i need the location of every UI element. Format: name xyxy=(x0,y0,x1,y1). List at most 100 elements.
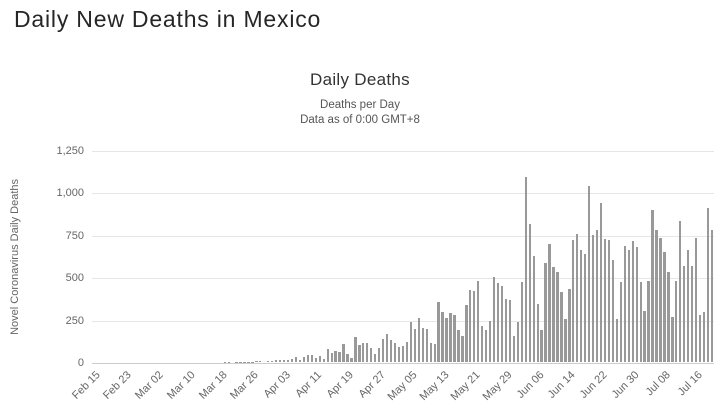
bar[interactable] xyxy=(473,290,476,362)
bar[interactable] xyxy=(267,360,270,362)
bar[interactable] xyxy=(627,250,630,362)
bar[interactable] xyxy=(599,203,603,362)
bar[interactable] xyxy=(290,359,294,362)
bar[interactable] xyxy=(437,302,440,362)
bar[interactable] xyxy=(457,329,460,362)
bar[interactable] xyxy=(663,252,666,362)
bar[interactable] xyxy=(425,329,428,362)
bar[interactable] xyxy=(710,229,714,362)
bar[interactable] xyxy=(552,267,555,362)
bar[interactable] xyxy=(595,229,599,362)
bar[interactable] xyxy=(346,353,349,362)
bar[interactable] xyxy=(683,266,686,362)
bar[interactable] xyxy=(702,312,706,362)
bar[interactable] xyxy=(671,317,674,362)
bar[interactable] xyxy=(413,328,416,362)
bar[interactable] xyxy=(615,318,619,362)
bar[interactable] xyxy=(659,238,662,362)
bar[interactable] xyxy=(619,282,622,362)
bar[interactable] xyxy=(306,355,310,362)
bar[interactable] xyxy=(564,318,567,362)
bar[interactable] xyxy=(655,230,658,362)
bar[interactable] xyxy=(544,262,547,362)
bar[interactable] xyxy=(568,288,571,362)
bar[interactable] xyxy=(572,240,575,362)
bar[interactable] xyxy=(639,282,642,362)
bar[interactable] xyxy=(516,321,519,362)
bar[interactable] xyxy=(279,359,282,362)
bar[interactable] xyxy=(580,250,583,362)
bar[interactable] xyxy=(508,300,512,362)
bar[interactable] xyxy=(382,339,385,362)
bar[interactable] xyxy=(310,355,313,362)
bar[interactable] xyxy=(322,358,325,362)
bar[interactable] xyxy=(528,223,531,362)
bar[interactable] xyxy=(631,241,634,362)
bar[interactable] xyxy=(449,312,452,362)
bar[interactable] xyxy=(417,318,420,362)
bar[interactable] xyxy=(374,353,377,362)
bar[interactable] xyxy=(385,334,389,362)
bar[interactable] xyxy=(584,253,587,362)
bar[interactable] xyxy=(397,346,401,362)
bar[interactable] xyxy=(370,347,373,362)
bar[interactable] xyxy=(294,356,298,362)
bar[interactable] xyxy=(326,349,329,362)
bar[interactable] xyxy=(298,359,302,362)
bar[interactable] xyxy=(314,357,317,362)
bar[interactable] xyxy=(706,208,710,362)
bar[interactable] xyxy=(588,186,591,362)
bar[interactable] xyxy=(433,343,436,362)
bar[interactable] xyxy=(675,280,678,362)
bar[interactable] xyxy=(393,342,397,362)
bar[interactable] xyxy=(275,360,278,362)
bar[interactable] xyxy=(496,283,500,362)
bar[interactable] xyxy=(623,245,626,362)
bar[interactable] xyxy=(611,260,615,362)
bar[interactable] xyxy=(389,340,393,362)
bar[interactable] xyxy=(500,286,504,362)
bar[interactable] xyxy=(607,240,611,362)
bar[interactable] xyxy=(485,329,488,362)
bar[interactable] xyxy=(698,314,702,362)
bar[interactable] xyxy=(271,360,274,362)
bar[interactable] xyxy=(286,359,290,362)
bar[interactable] xyxy=(378,347,381,362)
bar[interactable] xyxy=(421,328,424,362)
bar[interactable] xyxy=(362,342,365,362)
bar[interactable] xyxy=(532,256,535,362)
bar[interactable] xyxy=(302,357,306,362)
bar[interactable] xyxy=(405,342,409,362)
bar[interactable] xyxy=(540,330,543,362)
bar[interactable] xyxy=(603,238,607,362)
bar[interactable] xyxy=(461,335,464,362)
bar[interactable] xyxy=(481,325,484,362)
bar[interactable] xyxy=(520,282,523,362)
bar[interactable] xyxy=(679,221,682,362)
bar[interactable] xyxy=(687,250,690,362)
bar[interactable] xyxy=(441,312,444,362)
bar[interactable] xyxy=(465,305,468,362)
bar[interactable] xyxy=(694,238,698,362)
bar[interactable] xyxy=(504,299,508,362)
bar[interactable] xyxy=(409,321,413,362)
bar[interactable] xyxy=(643,311,646,362)
bar[interactable] xyxy=(358,345,361,362)
bar[interactable] xyxy=(477,280,480,362)
bar[interactable] xyxy=(429,343,432,362)
bar[interactable] xyxy=(342,344,345,362)
bar[interactable] xyxy=(651,210,654,362)
bar[interactable] xyxy=(350,357,353,362)
bar[interactable] xyxy=(647,281,650,362)
bar[interactable] xyxy=(488,321,492,362)
bar[interactable] xyxy=(691,266,694,362)
bar[interactable] xyxy=(259,361,262,362)
bar[interactable] xyxy=(366,342,369,362)
bar[interactable] xyxy=(512,336,516,362)
bar[interactable] xyxy=(338,351,341,362)
bar[interactable] xyxy=(635,247,638,362)
bar[interactable] xyxy=(334,351,337,362)
bar[interactable] xyxy=(536,304,539,362)
bar[interactable] xyxy=(401,346,405,362)
bar[interactable] xyxy=(255,361,258,362)
